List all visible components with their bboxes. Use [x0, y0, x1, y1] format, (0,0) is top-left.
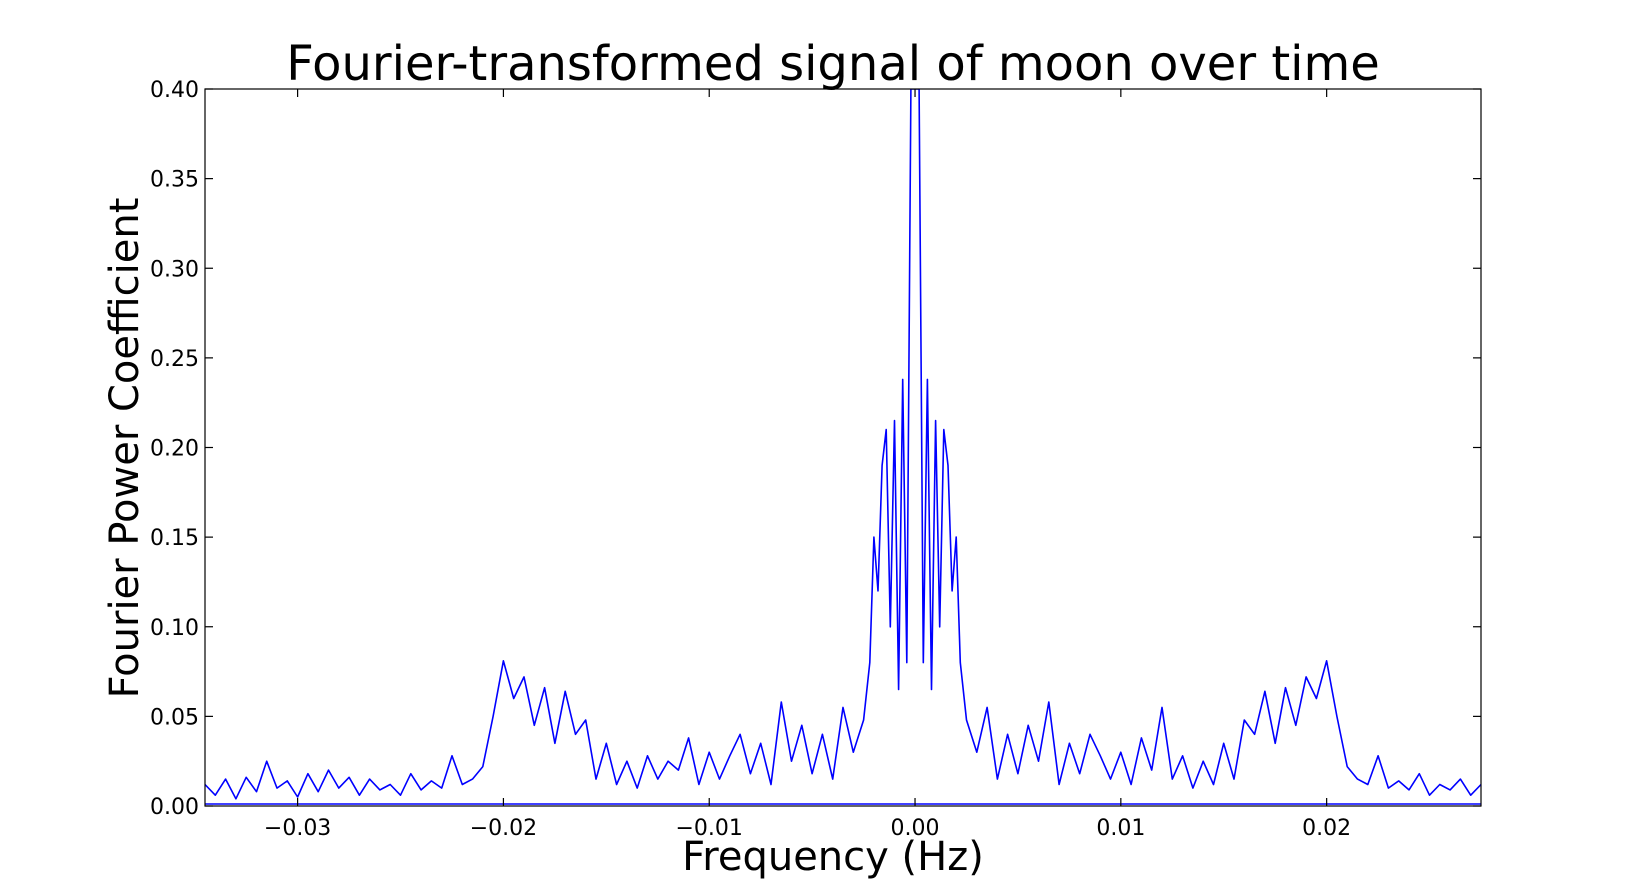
y-tick-label: 0.40: [150, 78, 199, 103]
y-tick-label: 0.10: [150, 616, 199, 641]
x-axis-label: Frequency (Hz): [682, 834, 984, 880]
y-tick-label: 0.25: [150, 347, 199, 372]
x-tick-label: −0.03: [264, 816, 331, 841]
y-tick-label: 0.15: [150, 526, 199, 551]
x-tick-label: 0.01: [1096, 816, 1145, 841]
chart-title: Fourier-transformed signal of moon over …: [286, 36, 1380, 92]
y-tick-label: 0.35: [150, 168, 199, 193]
series-line-0: [205, 89, 1481, 800]
x-tick-label: −0.02: [470, 816, 537, 841]
x-tick-label: −0.01: [676, 816, 743, 841]
plot-frame: [204, 88, 1482, 807]
x-tick-label: 0.00: [891, 816, 940, 841]
x-tick-label: 0.02: [1302, 816, 1351, 841]
y-axis-label: Fourier Power Coefficient: [102, 198, 148, 699]
y-tick-label: 0.05: [150, 705, 199, 730]
y-tick-label: 0.20: [150, 437, 199, 462]
y-tick-label: 0.00: [150, 795, 199, 820]
plot-area: −0.03 −0.02 −0.01 0.00 0.01 0.02 0.00 0.05 0.10 0…: [150, 78, 1482, 841]
y-tick-label: 0.30: [150, 257, 199, 282]
